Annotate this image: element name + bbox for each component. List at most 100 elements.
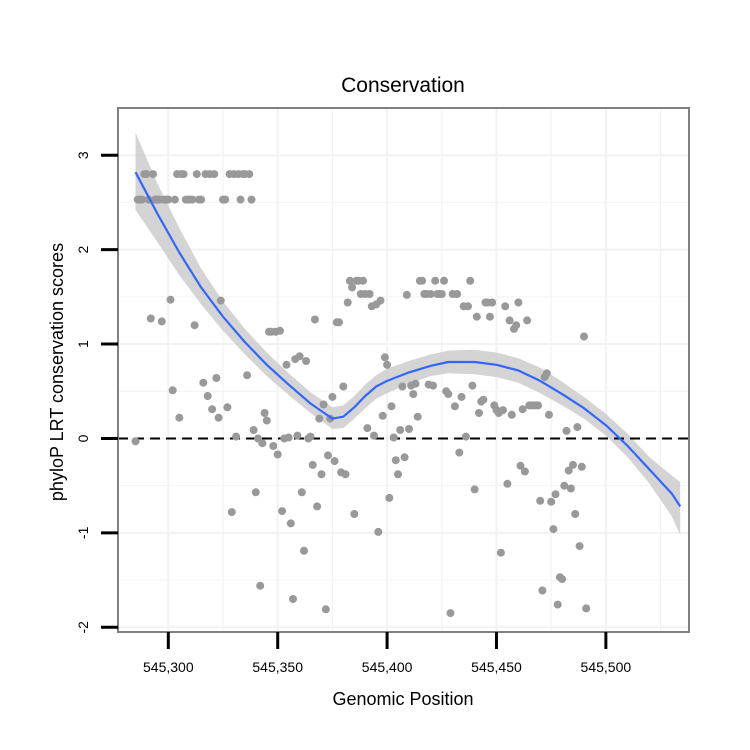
data-point: [457, 392, 466, 401]
data-point: [398, 382, 407, 391]
y-tick-label: 3: [75, 151, 91, 159]
data-point: [564, 466, 573, 475]
data-point: [131, 437, 140, 446]
data-point: [378, 411, 387, 420]
data-point: [284, 433, 293, 442]
data-point: [295, 352, 304, 361]
data-point: [387, 402, 396, 411]
data-point: [243, 371, 252, 380]
data-point: [440, 276, 448, 285]
data-point: [313, 502, 322, 511]
data-point: [214, 413, 223, 422]
data-point: [413, 412, 422, 421]
data-point: [227, 508, 236, 517]
data-point: [245, 170, 254, 179]
data-point: [405, 425, 413, 433]
data-point: [317, 470, 326, 479]
data-point: [553, 600, 562, 609]
data-point: [166, 295, 175, 304]
data-point: [479, 395, 488, 404]
data-point: [380, 353, 389, 362]
data-point: [551, 490, 560, 499]
data-point: [455, 448, 464, 457]
data-point: [446, 609, 455, 618]
data-point: [221, 195, 230, 204]
data-point: [391, 456, 400, 465]
data-point: [534, 401, 542, 410]
data-point: [275, 326, 284, 335]
data-point: [348, 283, 357, 292]
data-point: [426, 290, 435, 298]
data-point: [345, 276, 354, 285]
data-point: [558, 575, 567, 584]
data-point: [365, 290, 374, 298]
data-point: [501, 302, 510, 311]
data-point: [385, 493, 394, 502]
data-point: [251, 488, 260, 497]
data-point: [383, 360, 392, 369]
data-point: [269, 442, 278, 450]
data-point: [374, 527, 383, 536]
data-point: [179, 170, 188, 179]
data-point: [164, 195, 173, 204]
data-point: [394, 470, 402, 479]
data-point: [409, 390, 418, 399]
data-point: [514, 298, 523, 307]
x-tick-label: 545,400: [362, 659, 413, 675]
data-point: [402, 290, 411, 299]
data-point: [203, 392, 212, 400]
data-point: [300, 546, 308, 555]
data-point: [571, 510, 580, 518]
data-point: [212, 374, 221, 382]
data-point: [437, 290, 446, 298]
x-tick-label: 545,350: [252, 659, 303, 675]
data-point: [210, 170, 219, 179]
data-point: [142, 170, 151, 179]
y-tick-label: 0: [75, 434, 91, 442]
data-point: [282, 360, 291, 369]
data-point: [376, 296, 385, 305]
data-point: [560, 481, 569, 490]
data-point: [523, 316, 532, 325]
data-point: [328, 392, 337, 401]
data-point: [339, 382, 348, 391]
data-point: [138, 195, 147, 204]
data-point: [286, 519, 295, 528]
data-point: [547, 497, 556, 506]
data-point: [505, 316, 514, 325]
data-point: [168, 386, 177, 395]
data-point: [503, 479, 512, 488]
panel-border: [117, 107, 690, 633]
data-point: [499, 406, 507, 415]
data-point: [208, 405, 217, 414]
data-point: [431, 276, 440, 285]
data-point: [330, 457, 339, 466]
data-point: [258, 439, 267, 448]
data-point: [175, 413, 184, 422]
data-point: [582, 604, 591, 613]
data-point: [146, 314, 155, 323]
data-point: [400, 453, 409, 462]
data-point: [411, 379, 420, 388]
y-tick-label: -1: [75, 526, 91, 539]
data-point: [580, 332, 588, 341]
data-point: [569, 460, 577, 469]
data-point: [249, 426, 258, 434]
data-point: [566, 484, 575, 493]
data-point: [262, 416, 271, 425]
data-point: [190, 321, 199, 330]
y-axis-title: phyloP LRT conservation scores: [47, 243, 67, 501]
data-point: [496, 548, 505, 557]
data-point: [562, 426, 571, 435]
data-point: [389, 433, 398, 442]
data-point: [538, 586, 547, 595]
y-tick-label: 1: [75, 340, 91, 348]
data-point: [485, 312, 494, 321]
data-point: [359, 276, 367, 285]
data-point: [256, 581, 265, 590]
data-point: [466, 276, 475, 285]
data-point: [575, 542, 584, 551]
data-point: [461, 432, 470, 441]
data-point: [157, 317, 166, 326]
